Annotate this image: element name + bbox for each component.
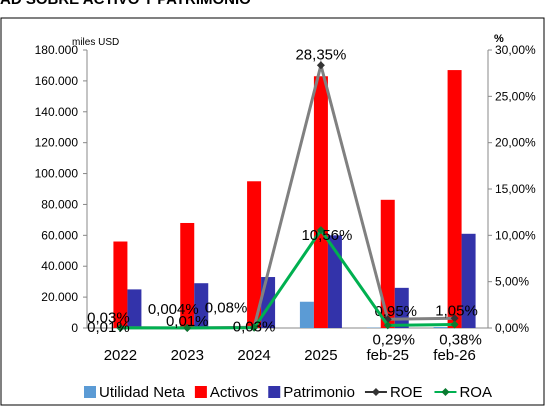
left-tick-label: 140.000 (35, 105, 79, 119)
left-tick-label: 40.000 (41, 259, 78, 273)
left-tick-label: 100.000 (35, 167, 79, 181)
right-tick-label: 10,00% (495, 228, 536, 242)
bar (113, 241, 128, 328)
data-label: 0,004% (148, 301, 199, 318)
left-tick-label: 160.000 (35, 74, 79, 88)
data-point-marker (383, 321, 392, 330)
data-point-marker (183, 323, 192, 332)
right-tick-label: 5,00% (495, 275, 529, 289)
left-tick-label: 60.000 (41, 228, 78, 242)
data-label: 0,95% (374, 303, 417, 320)
x-tick-label: 2022 (104, 347, 137, 364)
legend-swatch (194, 386, 207, 398)
data-label: 1,05% (435, 302, 478, 319)
bar (327, 235, 342, 328)
data-point-marker (116, 323, 125, 332)
left-tick-label: 180.000 (35, 43, 79, 57)
bar (380, 199, 395, 328)
plot-area: 0 20.000 40.000 60.000 80.000 100.000 120.000 1… (35, 33, 536, 401)
data-label: 0,08% (205, 299, 248, 316)
data-label: 10,56% (301, 227, 352, 244)
legend-marker (371, 388, 380, 396)
bar (127, 289, 142, 328)
legend-label: Patrimonio (283, 384, 355, 401)
right-tick-label: 15,00% (495, 182, 536, 196)
bar (447, 70, 462, 329)
data-label: 0,01% (166, 313, 209, 330)
data-label: 28,35% (295, 46, 346, 63)
data-label: 0,03% (233, 319, 276, 336)
data-label: 0,01% (87, 319, 130, 336)
bar (247, 181, 262, 328)
x-tick-label: 2023 (171, 347, 204, 364)
data-label: 0,03% (87, 310, 130, 327)
bar (313, 76, 328, 328)
chart-title: AD SOBRE ACTIVO Y PATRIMONIO (0, 0, 251, 8)
left-tick-label: 120.000 (35, 136, 79, 150)
legend-label: ROA (459, 384, 492, 401)
chart-frame (0, 17, 545, 406)
data-label: 0,38% (439, 331, 482, 348)
bar (299, 301, 314, 328)
data-point-marker (316, 226, 325, 235)
legend-marker (441, 388, 450, 396)
right-tick-label: 0,00% (495, 321, 529, 335)
right-tick-label: 25,00% (495, 89, 536, 103)
bar (180, 222, 195, 328)
right-tick-label: 20,00% (495, 136, 536, 150)
left-axis-label: miles USD (72, 37, 119, 48)
legend-label: ROE (390, 384, 423, 401)
left-tick-label: 0 (71, 321, 78, 335)
data-point-marker (250, 323, 259, 332)
bar (461, 233, 476, 328)
data-point-marker (450, 314, 459, 323)
right-tick-label: 30,00% (495, 43, 536, 57)
data-label: 0,29% (372, 331, 415, 348)
data-point-marker (316, 61, 325, 70)
legend-swatch (268, 386, 281, 398)
legend-swatch (84, 386, 96, 398)
x-tick-label: 2025 (304, 347, 337, 364)
legend-label: Activos (210, 384, 258, 401)
right-axis-label: % (494, 33, 504, 45)
x-tick-label: feb-26 (433, 347, 476, 364)
left-tick-label: 80.000 (41, 197, 78, 211)
x-tick-label: feb-25 (366, 347, 409, 364)
bar (433, 327, 448, 328)
series-line (120, 227, 455, 330)
data-point-marker (450, 320, 459, 329)
bar (194, 283, 209, 328)
legend-label: Utilidad Neta (99, 384, 186, 401)
left-tick-label: 20.000 (41, 290, 78, 304)
x-tick-label: 2024 (237, 347, 270, 364)
